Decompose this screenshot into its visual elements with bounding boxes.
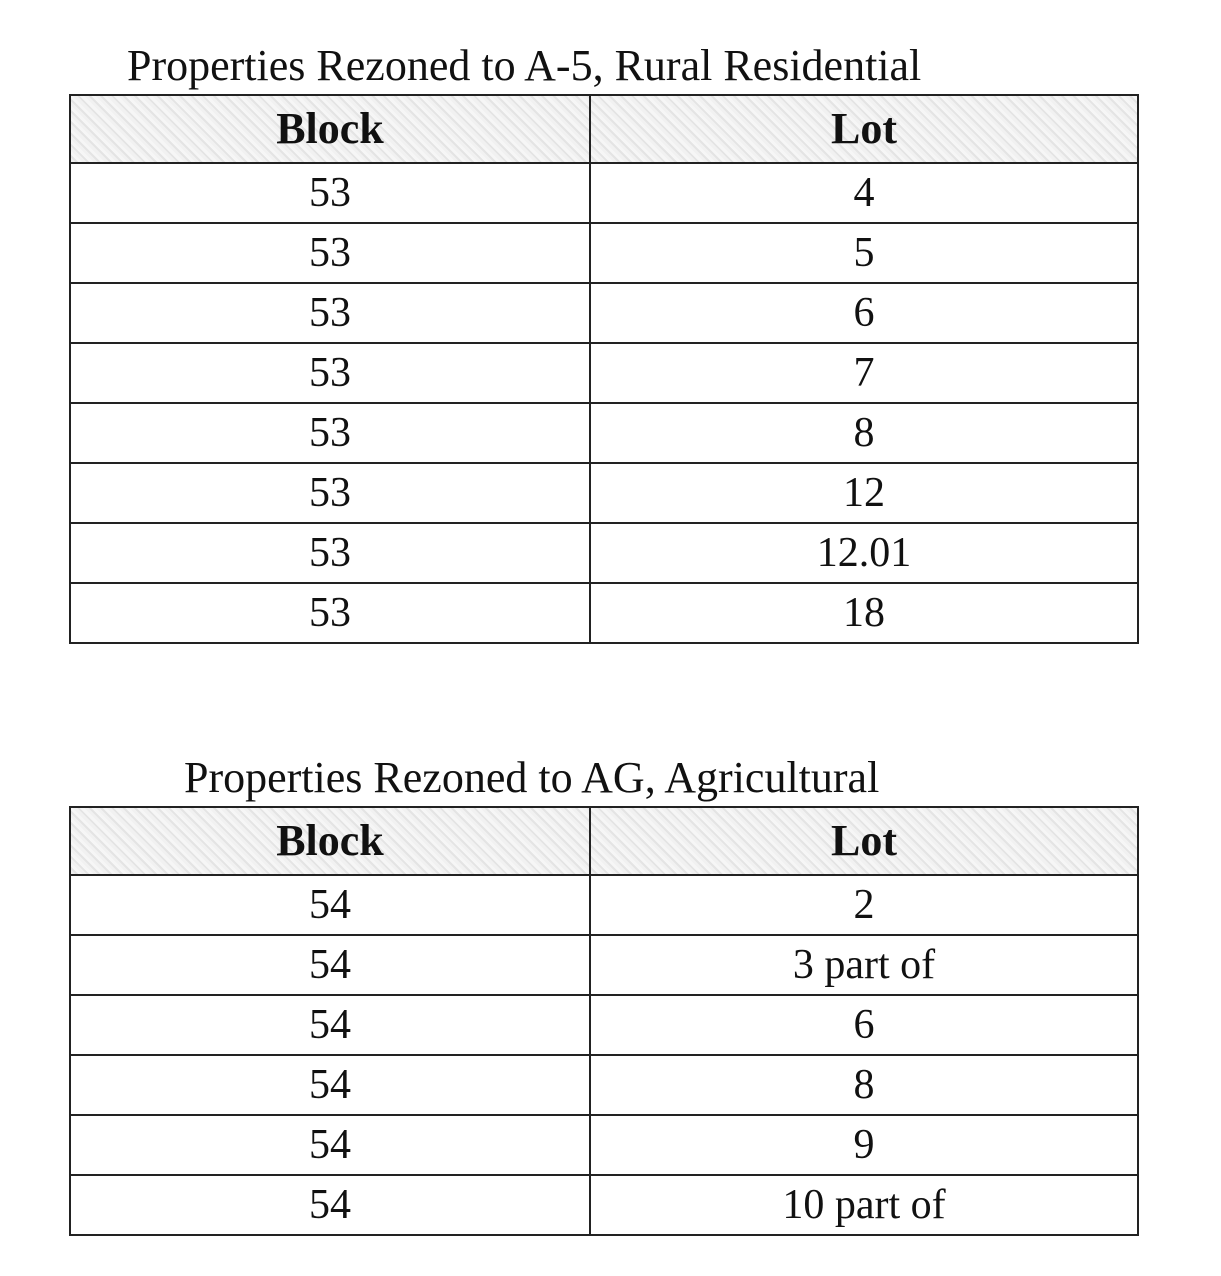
table-row: 54 10 part of: [69, 1174, 1139, 1236]
cell-lot: 12: [589, 462, 1139, 524]
cell-block: 54: [69, 874, 591, 936]
cell-block: 53: [69, 162, 591, 224]
cell-lot: 8: [589, 402, 1139, 464]
cell-lot: 9: [589, 1114, 1139, 1176]
cell-block: 54: [69, 994, 591, 1056]
table-header-row: Block Lot: [69, 94, 1139, 164]
table-row: 53 12.01: [69, 522, 1139, 584]
header-lot: Lot: [589, 94, 1139, 164]
cell-block: 54: [69, 1174, 591, 1236]
cell-block: 53: [69, 342, 591, 404]
header-block: Block: [69, 806, 591, 876]
cell-block: 54: [69, 1114, 591, 1176]
cell-lot: 12.01: [589, 522, 1139, 584]
table-row: 54 6: [69, 994, 1139, 1056]
cell-lot: 5: [589, 222, 1139, 284]
cell-block: 53: [69, 522, 591, 584]
table-row: 54 8: [69, 1054, 1139, 1116]
cell-lot: 3 part of: [589, 934, 1139, 996]
cell-block: 53: [69, 402, 591, 464]
cell-block: 53: [69, 282, 591, 344]
cell-block: 53: [69, 222, 591, 284]
cell-lot: 6: [589, 994, 1139, 1056]
table-row: 53 12: [69, 462, 1139, 524]
table-row: 54 3 part of: [69, 934, 1139, 996]
cell-lot: 8: [589, 1054, 1139, 1116]
table-row: 53 7: [69, 342, 1139, 404]
cell-lot: 6: [589, 282, 1139, 344]
table-row: 53 5: [69, 222, 1139, 284]
table-row: 53 18: [69, 582, 1139, 644]
table-row: 53 6: [69, 282, 1139, 344]
header-block: Block: [69, 94, 591, 164]
table-row: 53 4: [69, 162, 1139, 224]
header-lot: Lot: [589, 806, 1139, 876]
table-ag-rezoning: Block Lot 54 2 54 3 part of 54 6 54 8 54 9 54 10 part…: [69, 806, 1139, 1236]
cell-block: 54: [69, 934, 591, 996]
cell-lot: 4: [589, 162, 1139, 224]
cell-block: 54: [69, 1054, 591, 1116]
cell-block: 53: [69, 462, 591, 524]
table-row: 53 8: [69, 402, 1139, 464]
table-title-a5: Properties Rezoned to A-5, Rural Residen…: [127, 41, 922, 90]
cell-block: 53: [69, 582, 591, 644]
table-title-ag: Properties Rezoned to AG, Agricultural: [184, 753, 880, 802]
table-row: 54 2: [69, 874, 1139, 936]
cell-lot: 18: [589, 582, 1139, 644]
table-header-row: Block Lot: [69, 806, 1139, 876]
cell-lot: 10 part of: [589, 1174, 1139, 1236]
table-row: 54 9: [69, 1114, 1139, 1176]
cell-lot: 2: [589, 874, 1139, 936]
cell-lot: 7: [589, 342, 1139, 404]
table-a5-rezoning: Block Lot 53 4 53 5 53 6 53 7 53 8 53 12 53 12.01 53 18: [69, 94, 1139, 644]
